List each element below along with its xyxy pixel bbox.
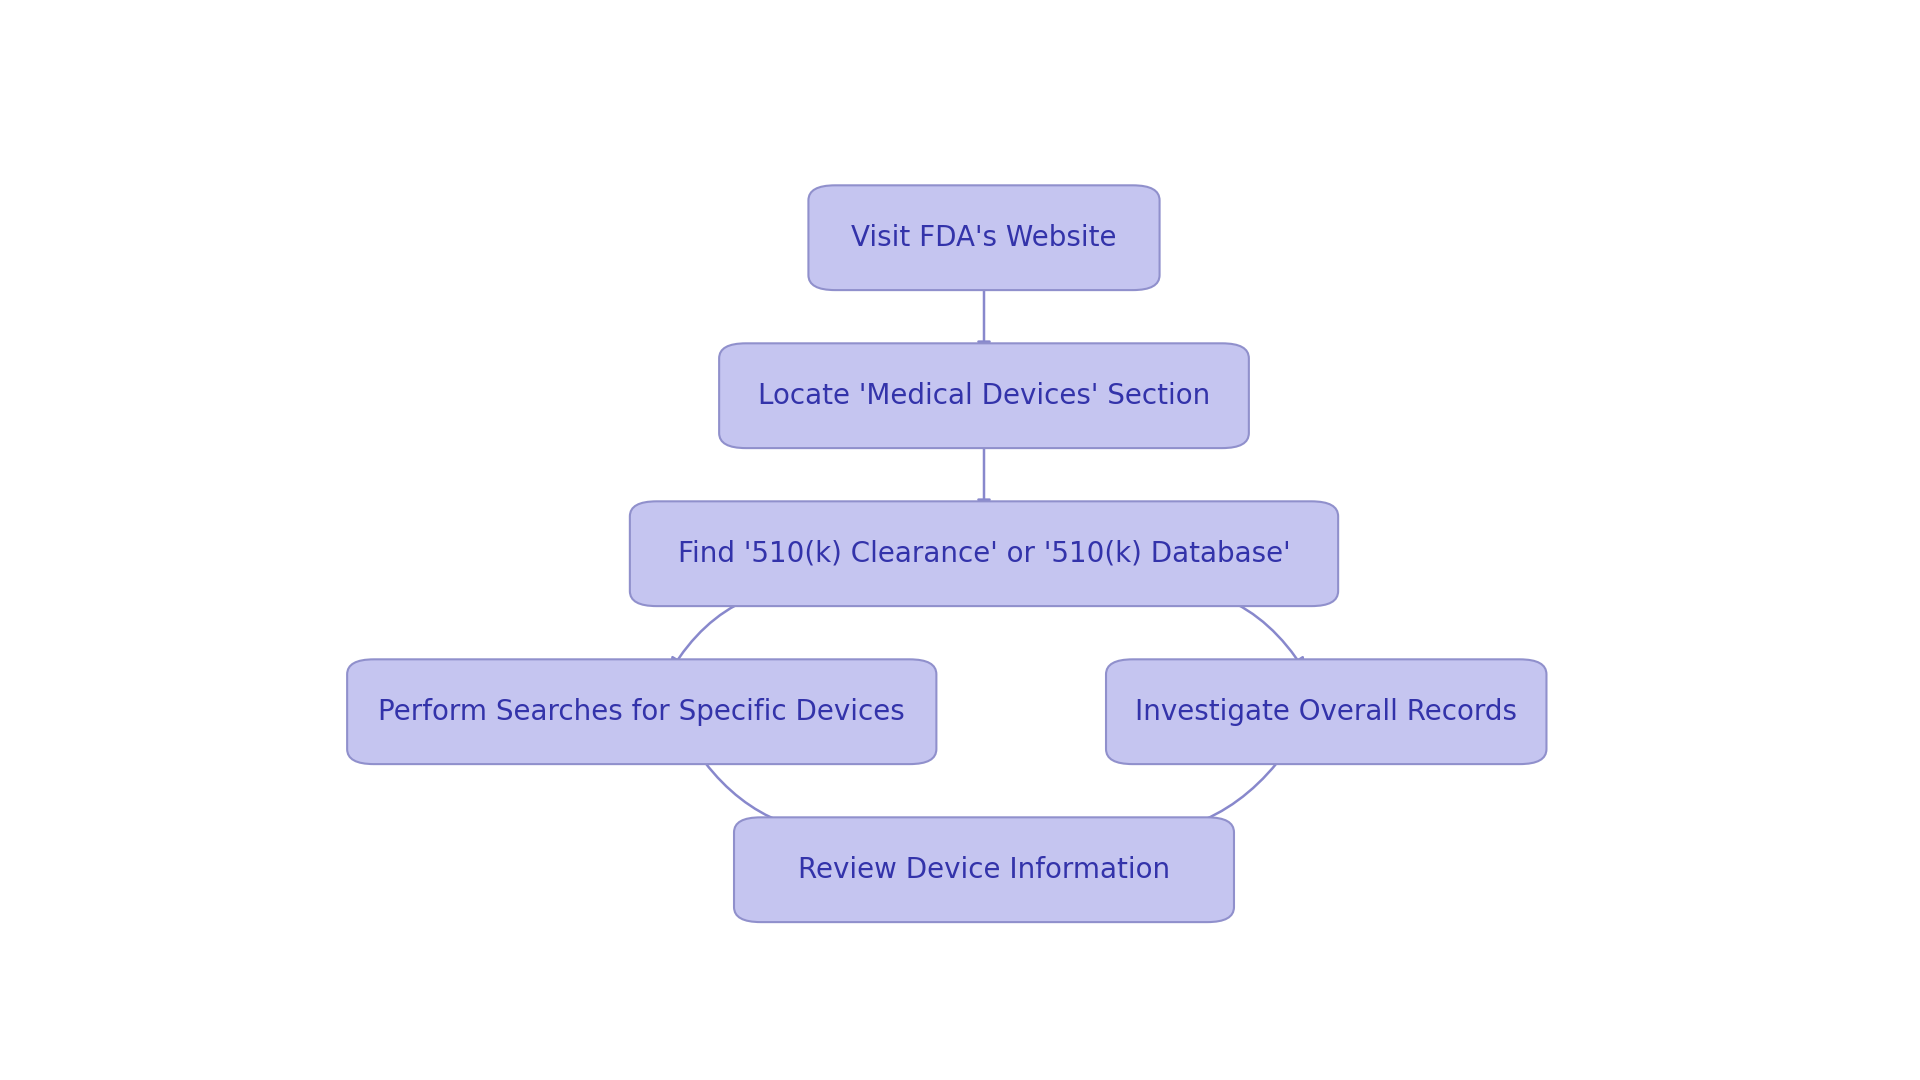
Text: Locate 'Medical Devices' Section: Locate 'Medical Devices' Section [758, 381, 1210, 409]
FancyBboxPatch shape [733, 818, 1235, 922]
FancyBboxPatch shape [630, 501, 1338, 606]
FancyBboxPatch shape [1106, 659, 1546, 765]
Text: Review Device Information: Review Device Information [799, 855, 1169, 883]
Text: Investigate Overall Records: Investigate Overall Records [1135, 698, 1517, 726]
Text: Find '510(k) Clearance' or '510(k) Database': Find '510(k) Clearance' or '510(k) Datab… [678, 540, 1290, 568]
Text: Visit FDA's Website: Visit FDA's Website [851, 224, 1117, 252]
FancyBboxPatch shape [720, 343, 1248, 448]
FancyBboxPatch shape [348, 659, 937, 765]
Text: Perform Searches for Specific Devices: Perform Searches for Specific Devices [378, 698, 904, 726]
FancyBboxPatch shape [808, 186, 1160, 291]
